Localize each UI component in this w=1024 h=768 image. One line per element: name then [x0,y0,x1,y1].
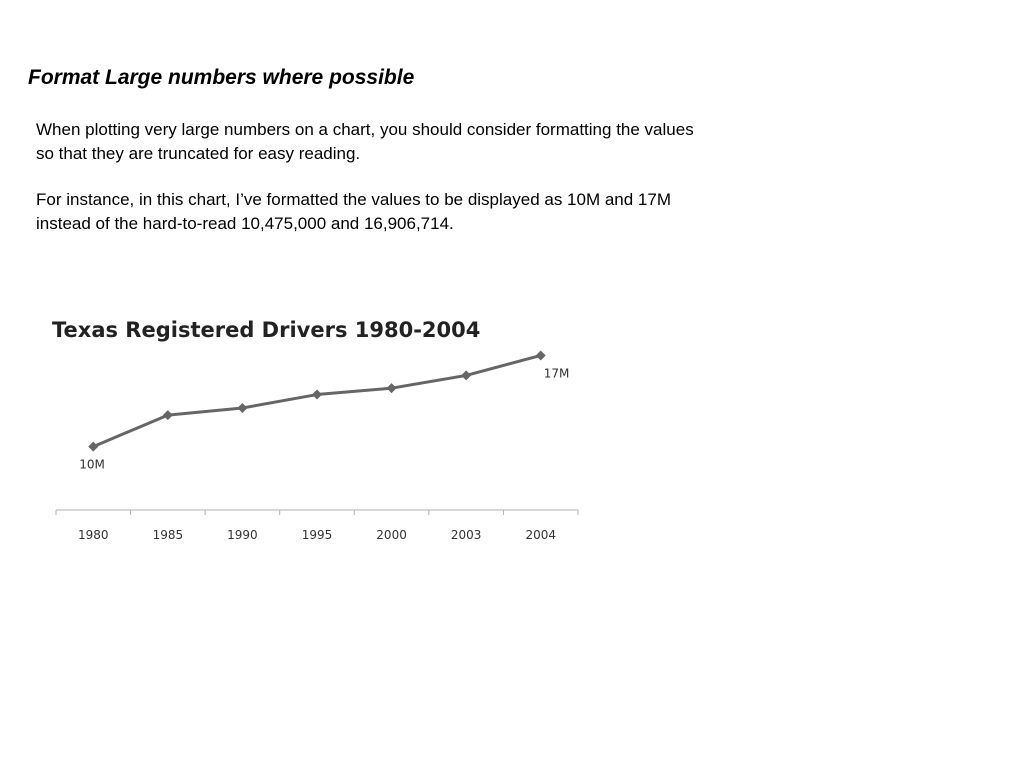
data-label: 10M [79,458,105,472]
x-tick-label: 2000 [376,528,407,542]
x-tick-label: 1985 [153,528,184,542]
intro-paragraph: When plotting very large numbers on a ch… [36,120,694,163]
data-point-marker [386,383,397,394]
data-point-marker [162,410,173,421]
data-label: 17M [544,366,570,380]
x-tick-label: 1990 [227,528,258,542]
data-point-marker [88,441,99,452]
series-line [92,354,542,448]
data-point-marker [312,389,322,400]
x-tick-label: 2004 [525,528,556,542]
x-tick-label: 2003 [451,528,482,542]
slide-title: Format Large numbers where possible [28,66,415,89]
chart-container: Texas Registered Drivers 1980-2004 1980 1… [40,305,600,560]
data-point-marker [237,403,248,413]
data-point-marker [461,370,472,381]
plot-area: 1980 1985 1990 1995 2000 2003 2004 10M 17M [55,350,579,542]
x-tick-label: 1995 [302,528,333,542]
example-paragraph: For instance, in this chart, I’ve format… [36,190,672,233]
x-tick-label: 1980 [78,528,109,542]
chart-title: Texas Registered Drivers 1980-2004 [52,318,480,342]
line-chart: Texas Registered Drivers 1980-2004 1980 1… [52,318,579,542]
data-point-marker [535,350,546,361]
